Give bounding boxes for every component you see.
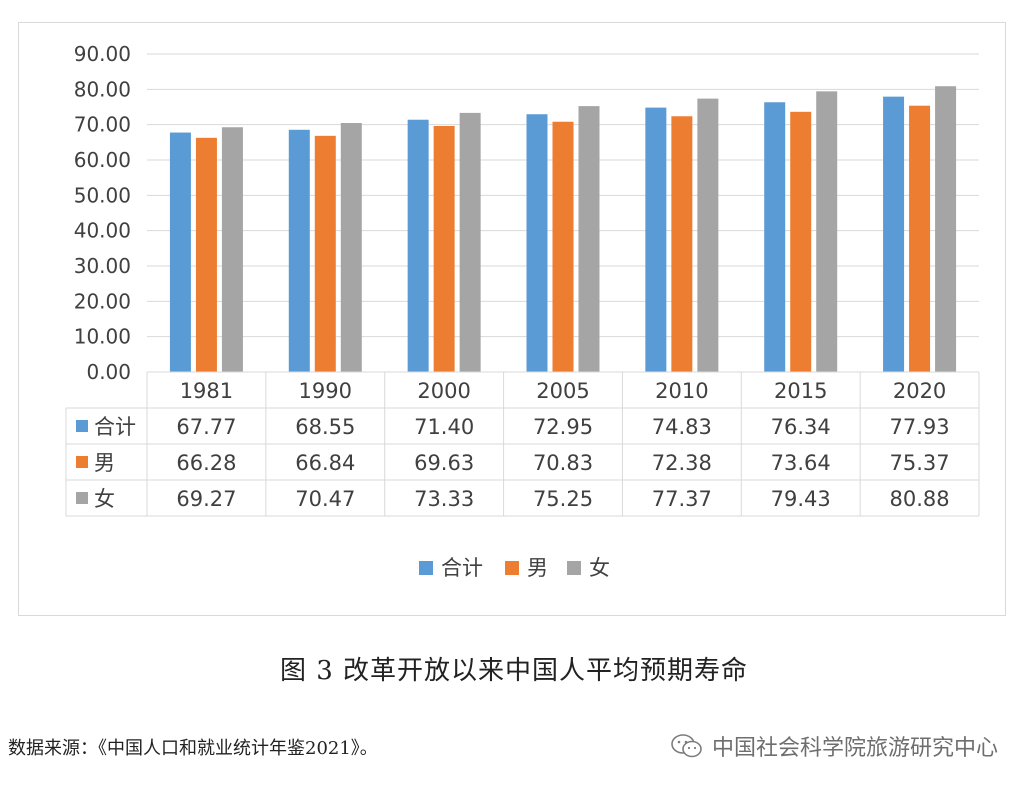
bar-女-1990 [340,123,362,372]
figure-caption: 图 3 改革开放以来中国人平均预期寿命 [279,656,749,686]
bar-男-2015 [790,111,812,373]
bar-合计-2015 [764,102,786,373]
data-label: 66.84 [295,451,355,475]
y-tick-label: 0.00 [86,360,131,384]
data-label: 80.88 [890,487,950,511]
data-label: 73.64 [771,451,831,475]
x-tick-label: 2010 [655,379,708,403]
data-source: 数据来源：《中国人口和就业统计年鉴2021》。 [8,738,378,759]
table-legend-key [76,456,88,468]
data-label: 68.55 [295,415,355,439]
bar-女-2015 [816,91,838,372]
data-label: 74.83 [652,415,712,439]
bar-男-2010 [671,116,693,373]
bar-男-2020 [909,105,931,373]
data-label: 77.37 [652,487,712,511]
y-tick-label: 20.00 [74,289,131,313]
bar-女-2010 [697,98,719,372]
bar-合计-2005 [526,114,548,372]
y-tick-label: 60.00 [74,148,131,172]
chart-frame: 0.00 10.00 20.00 30.00 40.00 50.00 60.00 70.00 8… [18,22,1006,616]
table-series-label: 合计 [94,415,136,439]
data-label: 71.40 [414,415,474,439]
data-label: 75.37 [890,451,950,475]
y-tick-label: 30.00 [74,254,131,278]
data-label: 66.28 [176,451,236,475]
y-tick-label: 50.00 [74,183,131,207]
x-tick-label: 1990 [299,379,352,403]
x-tick-label: 2020 [893,379,946,403]
data-label: 69.27 [176,487,236,511]
chart: 0.00 10.00 20.00 30.00 40.00 50.00 60.00 70.00 8… [65,42,980,580]
bar-合计-2020 [883,96,905,372]
data-label: 69.63 [414,451,474,475]
x-tick-label: 1981 [180,379,233,403]
table-legend-key [76,420,88,432]
y-tick-label: 10.00 [74,325,131,349]
table-series-label: 男 [94,451,115,475]
bar-合计-1981 [169,132,191,372]
data-label: 70.83 [533,451,593,475]
data-label: 79.43 [771,487,831,511]
watermark: 中国社会科学院旅游研究中心 [670,730,998,762]
data-label: 73.33 [414,487,474,511]
x-tick-label: 2005 [536,379,589,403]
bar-合计-2010 [645,107,667,372]
data-label: 77.93 [890,415,950,439]
bar-男-1981 [195,137,217,372]
y-tick-label: 40.00 [74,219,131,243]
watermark-text: 中国社会科学院旅游研究中心 [711,736,998,761]
legend-swatch [505,561,519,575]
data-label: 72.95 [533,415,593,439]
bar-女-2020 [935,86,957,372]
legend-label: 女 [589,556,610,580]
legend-label: 男 [527,556,548,580]
y-tick-label: 90.00 [74,42,131,66]
bar-合计-2000 [407,119,429,372]
bar-男-2000 [433,125,455,372]
bar-女-2005 [578,106,600,372]
bar-男-1990 [314,135,336,372]
data-label: 67.77 [176,415,236,439]
data-label: 75.25 [533,487,593,511]
y-tick-label: 80.00 [74,77,131,101]
data-label: 72.38 [652,451,712,475]
legend-label: 合计 [441,556,483,580]
bar-女-2000 [459,112,481,372]
wechat-icon [671,734,702,758]
legend-swatch [419,561,433,575]
table-legend-key [76,492,88,504]
data-label: 70.47 [295,487,355,511]
data-label: 76.34 [771,415,831,439]
bar-女-1981 [221,127,243,372]
x-tick-label: 2015 [774,379,827,403]
x-tick-label: 2000 [417,379,470,403]
bar-合计-1990 [288,129,310,372]
y-tick-label: 70.00 [74,113,131,137]
table-series-label: 女 [94,487,115,511]
bar-男-2005 [552,121,574,372]
legend-swatch [567,561,581,575]
